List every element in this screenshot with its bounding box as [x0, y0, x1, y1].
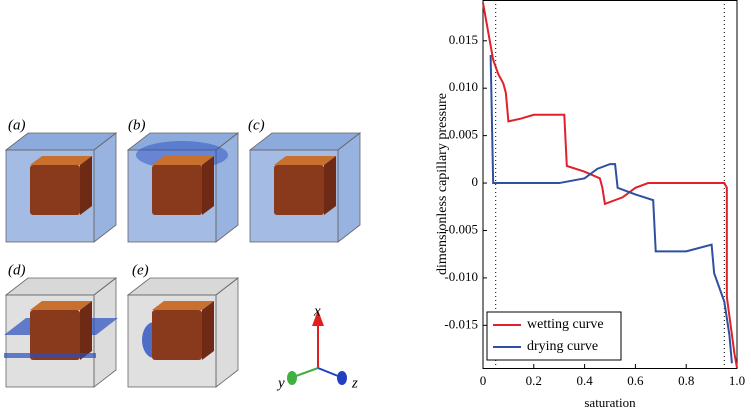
cube-side [80, 301, 92, 360]
cube-front [30, 165, 80, 215]
cube-top [152, 156, 214, 165]
x-tick-label: 1.0 [729, 373, 745, 388]
box-face [93, 132, 117, 243]
cube-front [30, 310, 80, 360]
x-axis-label: saturation [584, 395, 636, 410]
cube-top [30, 301, 92, 310]
legend-label: wetting curve [527, 317, 604, 332]
y-tick-label: -0.015 [444, 316, 478, 331]
film [4, 353, 96, 358]
cube-side [202, 156, 214, 215]
y-tick-label: 0.005 [449, 127, 478, 142]
y-tick-label: 0.015 [449, 32, 478, 47]
y-tick-label: -0.005 [444, 221, 478, 236]
cube-side [202, 301, 214, 360]
cube-top [30, 156, 92, 165]
renderings [4, 132, 362, 388]
data-line [482, 2, 738, 369]
triad-label: x [313, 303, 321, 319]
panel-label: (a) [8, 117, 26, 133]
legend [486, 311, 622, 361]
cube-front [274, 165, 324, 215]
panel-label: (d) [8, 262, 26, 278]
cube-front [152, 165, 202, 215]
plot-frame [482, 0, 738, 369]
panel-label: (e) [132, 262, 149, 278]
panel-label: (c) [248, 117, 265, 133]
y-tick-label: -0.010 [444, 269, 478, 284]
y-tick-label: 0 [472, 174, 479, 189]
x-tick-label: 0.2 [526, 373, 542, 388]
cube-top [152, 301, 214, 310]
x-tick-label: 0 [480, 373, 487, 388]
box-face [215, 277, 239, 388]
triad-label: y [276, 375, 285, 391]
cube-side [80, 156, 92, 215]
panel-label: (b) [128, 117, 146, 133]
x-tick-label: 0.4 [576, 373, 593, 388]
triad-label: z [351, 375, 358, 391]
cube-front [152, 310, 202, 360]
legend-label: drying curve [527, 339, 598, 354]
cube-top [274, 156, 336, 165]
x-tick-label: 0.6 [627, 373, 644, 388]
axis-triad [287, 310, 347, 385]
x-tick-label: 0.8 [678, 373, 694, 388]
y-tick-label: 0.010 [449, 79, 478, 94]
data-line [489, 54, 733, 364]
box-face [337, 132, 361, 243]
y-axis-label: dimensionless capillary pressure [435, 93, 450, 275]
cube-side [324, 156, 336, 215]
